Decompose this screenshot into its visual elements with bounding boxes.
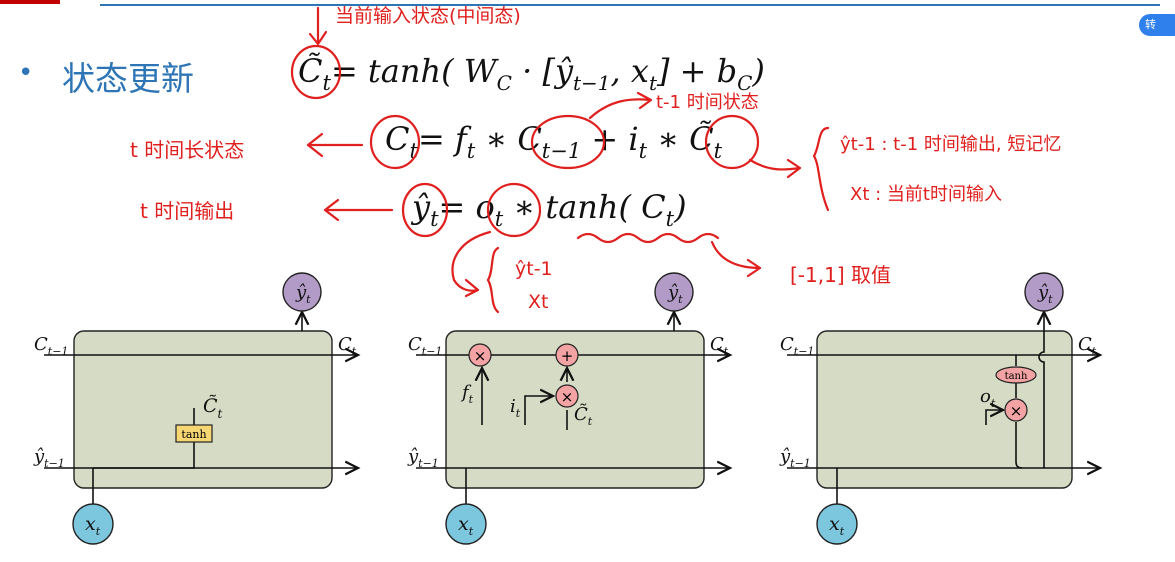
arrow-candidate	[308, 6, 328, 46]
x-input-label: xt	[85, 513, 101, 538]
y-out-line	[1039, 312, 1044, 468]
add-symbol: +	[561, 347, 574, 365]
brace-ot-inputs	[486, 246, 500, 314]
annotation-prev-state: t-1 时间状态	[656, 92, 759, 113]
x-input-node	[72, 503, 114, 545]
c-prev-label: Ct−1	[408, 334, 442, 358]
o-label: ot	[980, 386, 996, 410]
svg-text:Ct= ft ∗ Ct−1 + it ∗ C̃t: Ct= ft ∗ Ct−1 + it ∗ C̃t	[385, 120, 723, 163]
equation-output: ŷt= ot ∗ tanh( Ct)	[410, 188, 687, 231]
equation-cell-state: Ct= ft ∗ Ct−1 + it ∗ C̃t	[385, 120, 723, 163]
circle-ctilde	[704, 114, 760, 170]
top-accent-red	[0, 0, 60, 4]
tanh-gate-label: tanh	[181, 428, 206, 441]
ctilde-label: C̃t	[574, 403, 593, 428]
forget-multiply-node	[468, 343, 492, 367]
y-output-label: ŷt	[295, 282, 311, 306]
y-in-label: ŷt−1	[779, 446, 811, 470]
bullet: •	[18, 58, 34, 88]
add-node	[555, 343, 579, 367]
equation-candidate-state: C̃t= tanh( WC · [ŷt−1, xt] + bC)	[298, 52, 765, 95]
annotation-yhat-prev: ŷt-1	[515, 258, 553, 280]
tanh-node	[995, 366, 1037, 384]
y-output-label: ŷt	[667, 282, 683, 306]
cell-body	[73, 330, 333, 489]
y-output-node	[1024, 272, 1064, 312]
arrow-prev-state	[588, 91, 653, 120]
cell-body	[445, 330, 705, 489]
c-out-label: Ct	[338, 334, 357, 358]
arrow-ctilde-brace	[748, 158, 802, 179]
input-multiply-symbol: ×	[561, 388, 574, 406]
input-gate-line	[524, 396, 553, 425]
y-output-node	[282, 272, 322, 312]
lstm-cell-candidate: tanh C̃t ŷt xt Ct−1 Ct ŷt−1	[33, 272, 358, 545]
tanh-gate	[175, 424, 213, 443]
circle-ct-prev	[530, 114, 606, 170]
lstm-cell-output: tanh × ot ŷt xt Ct−1 Ct ŷt−1	[779, 272, 1100, 545]
circle-ot	[486, 182, 542, 238]
arrow-output-t	[323, 198, 394, 222]
y-in-label: ŷt−1	[33, 446, 65, 470]
arrow-ot-inputs	[451, 230, 492, 298]
circle-yhat	[401, 182, 449, 238]
translate-badge[interactable]: 转	[1139, 14, 1175, 36]
output-multiply-node	[1004, 398, 1028, 422]
forget-multiply-symbol: ×	[474, 347, 487, 365]
squiggle-tanh	[576, 232, 720, 244]
svg-text:ŷt= ot ∗ tanh( Ct): ŷt= ot ∗ tanh( Ct)	[410, 188, 687, 231]
x-input-node	[816, 503, 858, 545]
y-in-label: ŷt−1	[407, 446, 439, 470]
to-tanh-line	[93, 442, 195, 469]
arrow-long-state	[306, 132, 364, 158]
x-input-label: xt	[829, 513, 845, 538]
i-label: it	[510, 396, 521, 420]
annotation-x-desc: Xt : 当前t时间输入	[850, 184, 1002, 205]
c-out-label: Ct	[710, 334, 729, 358]
brace-inputs	[812, 126, 830, 212]
circle-ct	[369, 114, 421, 170]
ctilde-label: C̃t	[203, 395, 223, 421]
annotation-candidate-state: 当前输入状态(中间态)	[335, 5, 521, 27]
annotation-long-state: t 时间长状态	[130, 138, 244, 162]
annotation-output-t: t 时间输出	[140, 199, 234, 223]
section-title: 状态更新	[62, 59, 194, 98]
x-input-node	[445, 503, 487, 545]
annotation-x-t: Xt	[528, 291, 548, 313]
svg-text:C̃t= tanh( WC · [ŷt−1, xt] + b: C̃t= tanh( WC · [ŷt−1, xt] + bC)	[298, 52, 765, 95]
c-prev-label: Ct−1	[780, 334, 814, 358]
y-output-label: ŷt	[1037, 282, 1053, 306]
annotation-layer: 当前输入状态(中间态) t-1 时间状态 t 时间长状态 t 时间输出 ŷt-1…	[130, 5, 1061, 314]
tanh-label: tanh	[1005, 371, 1028, 382]
circle-candidate	[290, 44, 342, 100]
ot-line	[985, 410, 1003, 425]
annotation-range: [-1,1] 取值	[790, 263, 891, 287]
top-accent-blue	[100, 4, 1160, 6]
mul-to-output-line	[1015, 422, 1023, 469]
input-multiply-node	[555, 384, 579, 408]
arrow-range	[710, 240, 762, 278]
lstm-cell-update: × + × ft it C̃t ŷt xt Ct−1 Ct ŷt−1	[407, 272, 730, 545]
output-multiply-symbol: ×	[1010, 402, 1023, 420]
c-out-label: Ct	[1078, 334, 1097, 358]
annotation-yhat-desc: ŷt-1 : t-1 时间输出, 短记忆	[840, 134, 1061, 155]
x-input-label: xt	[458, 513, 474, 538]
c-prev-label: Ct−1	[34, 334, 68, 358]
y-output-node	[654, 272, 694, 312]
